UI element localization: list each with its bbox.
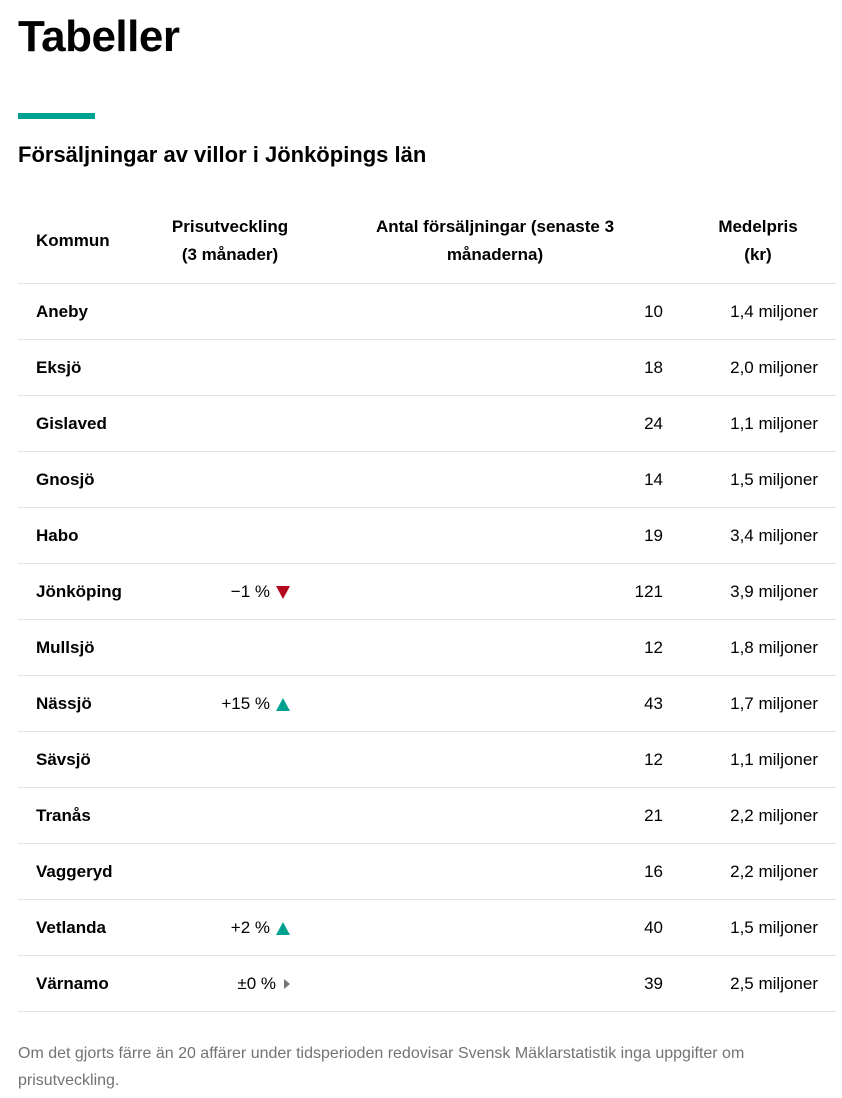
cell-kommun: Mullsjö	[18, 619, 150, 676]
table-row: Aneby 10 1,4 miljoner	[18, 283, 836, 340]
trend-up-icon	[276, 921, 290, 935]
table-row: Vetlanda +2 % 40 1,5 miljoner	[18, 899, 836, 956]
cell-prisutveckling	[150, 843, 310, 900]
cell-kommun: Tranås	[18, 787, 150, 844]
cell-medelpris: 1,1 miljoner	[680, 731, 836, 788]
cell-antal: 19	[310, 507, 680, 564]
cell-kommun: Sävsjö	[18, 731, 150, 788]
cell-medelpris: 3,9 miljoner	[680, 563, 836, 620]
cell-antal: 10	[310, 283, 680, 340]
cell-medelpris: 2,5 miljoner	[680, 955, 836, 1012]
cell-kommun: Habo	[18, 507, 150, 564]
cell-kommun: Gislaved	[18, 395, 150, 452]
accent-bar	[18, 113, 95, 119]
table-row: Mullsjö 12 1,8 miljoner	[18, 619, 836, 676]
table-row: Vaggeryd 16 2,2 miljoner	[18, 843, 836, 900]
cell-antal: 16	[310, 843, 680, 900]
cell-antal: 12	[310, 731, 680, 788]
price-change: ±0 %	[237, 973, 276, 993]
cell-antal: 24	[310, 395, 680, 452]
page-title: Tabeller	[18, 12, 180, 61]
cell-medelpris: 1,5 miljoner	[680, 451, 836, 508]
cell-medelpris: 1,1 miljoner	[680, 395, 836, 452]
table-row: Jönköping −1 % 121 3,9 miljoner	[18, 563, 836, 620]
table-title: Försäljningar av villor i Jönköpings län	[18, 142, 427, 167]
cell-prisutveckling	[150, 787, 310, 844]
cell-prisutveckling: −1 %	[150, 563, 310, 620]
cell-antal: 43	[310, 675, 680, 732]
cell-antal: 40	[310, 899, 680, 956]
table-header-row: Kommun Prisutveckling (3 månader) Antal …	[18, 205, 836, 284]
cell-medelpris: 2,2 miljoner	[680, 843, 836, 900]
header-medelpris: Medelpris (kr)	[680, 205, 836, 284]
trend-up-icon	[276, 697, 290, 711]
cell-antal: 14	[310, 451, 680, 508]
cell-medelpris: 3,4 miljoner	[680, 507, 836, 564]
table-row: Nässjö +15 % 43 1,7 miljoner	[18, 675, 836, 732]
header-kommun: Kommun	[18, 205, 150, 284]
table-row: Värnamo ±0 % 39 2,5 miljoner	[18, 955, 836, 1012]
cell-antal: 39	[310, 955, 680, 1012]
sales-table: Kommun Prisutveckling (3 månader) Antal …	[18, 205, 836, 1012]
cell-kommun: Vetlanda	[18, 899, 150, 956]
cell-prisutveckling	[150, 451, 310, 508]
cell-prisutveckling: ±0 %	[150, 955, 310, 1012]
cell-prisutveckling	[150, 395, 310, 452]
cell-kommun: Värnamo	[18, 955, 150, 1012]
cell-prisutveckling	[150, 283, 310, 340]
cell-medelpris: 1,5 miljoner	[680, 899, 836, 956]
trend-down-icon	[276, 585, 290, 599]
cell-prisutveckling	[150, 339, 310, 396]
cell-prisutveckling	[150, 731, 310, 788]
cell-kommun: Gnosjö	[18, 451, 150, 508]
price-change: +2 %	[230, 917, 270, 937]
cell-kommun: Aneby	[18, 283, 150, 340]
table-row: Tranås 21 2,2 miljoner	[18, 787, 836, 844]
price-change: +15 %	[221, 693, 270, 713]
cell-kommun: Vaggeryd	[18, 843, 150, 900]
header-prisutveckling: Prisutveckling (3 månader)	[150, 205, 310, 284]
cell-antal: 21	[310, 787, 680, 844]
footnote: Om det gjorts färre än 20 affärer under …	[18, 1045, 745, 1089]
cell-medelpris: 1,7 miljoner	[680, 675, 836, 732]
trend-flat-icon	[284, 979, 290, 990]
table-row: Sävsjö 12 1,1 miljoner	[18, 731, 836, 788]
cell-antal: 121	[310, 563, 680, 620]
cell-kommun: Nässjö	[18, 675, 150, 732]
cell-prisutveckling: +2 %	[150, 899, 310, 956]
cell-kommun: Jönköping	[18, 563, 150, 620]
cell-prisutveckling	[150, 507, 310, 564]
cell-antal: 18	[310, 339, 680, 396]
cell-medelpris: 2,0 miljoner	[680, 339, 836, 396]
cell-medelpris: 2,2 miljoner	[680, 787, 836, 844]
table-row: Gislaved 24 1,1 miljoner	[18, 395, 836, 452]
header-antal: Antal försäljningar (senaste 3 månaderna…	[310, 205, 680, 284]
cell-prisutveckling: +15 %	[150, 675, 310, 732]
table-row: Habo 19 3,4 miljoner	[18, 507, 836, 564]
cell-prisutveckling	[150, 619, 310, 676]
price-change: −1 %	[230, 581, 270, 601]
table-row: Gnosjö 14 1,5 miljoner	[18, 451, 836, 508]
cell-kommun: Eksjö	[18, 339, 150, 396]
table-row: Eksjö 18 2,0 miljoner	[18, 339, 836, 396]
cell-medelpris: 1,8 miljoner	[680, 619, 836, 676]
cell-antal: 12	[310, 619, 680, 676]
cell-medelpris: 1,4 miljoner	[680, 283, 836, 340]
